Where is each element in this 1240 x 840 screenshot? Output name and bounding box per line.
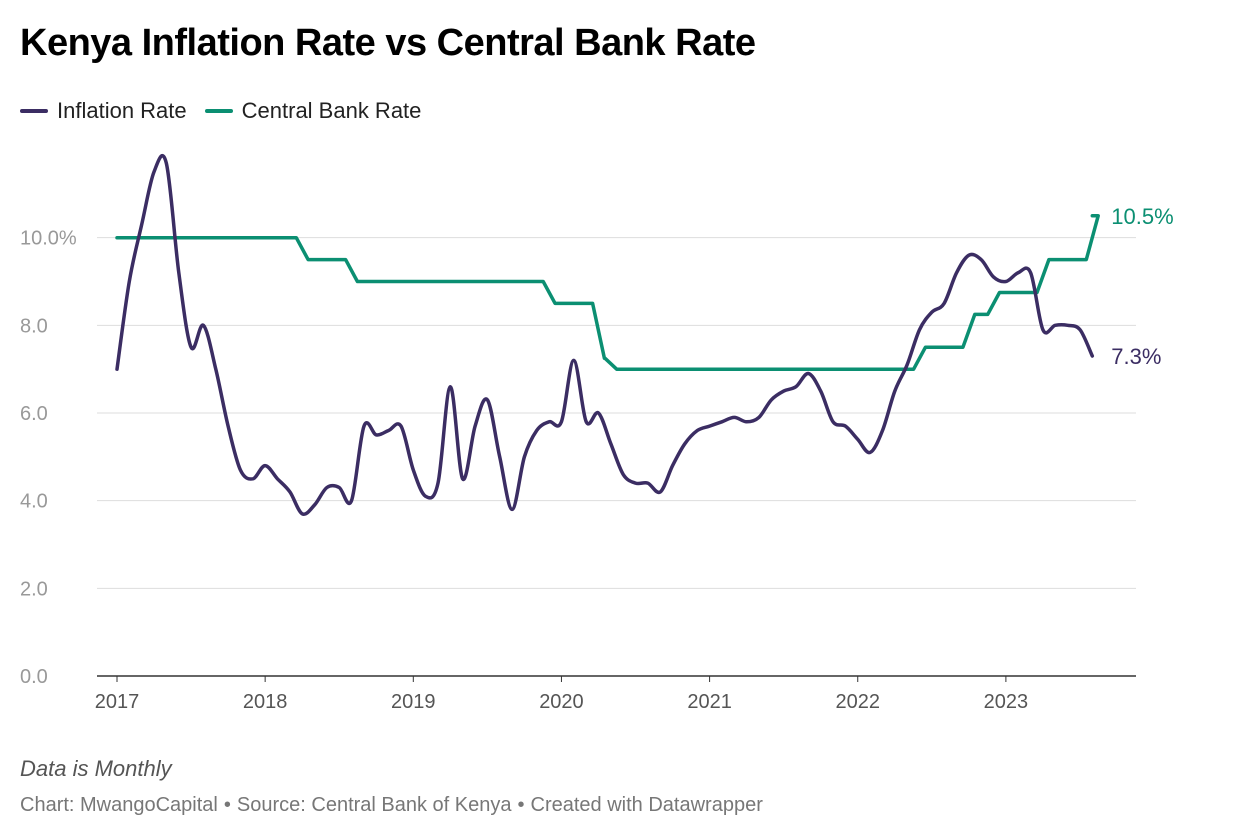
legend-label-inflation: Inflation Rate	[57, 98, 187, 123]
y-tick-label: 8.0	[20, 315, 48, 337]
footer-created-with: Created with Datawrapper	[530, 794, 763, 816]
x-tick-label: 2018	[243, 691, 288, 713]
series-line-inflation-rate	[115, 154, 1095, 516]
legend-item-inflation: Inflation Rate	[20, 98, 187, 124]
footer-separator: •	[517, 794, 525, 816]
x-tick-label: 2023	[984, 691, 1029, 713]
x-tick-label: 2019	[391, 691, 436, 713]
x-tick-label: 2017	[95, 691, 140, 713]
data-note: Data is Monthly	[20, 756, 172, 781]
footer-source: Source: Central Bank of Kenya	[236, 794, 512, 816]
footer: Chart: MwangoCapital • Source: Central Ban…	[20, 794, 763, 817]
x-tick-label: 2021	[687, 691, 732, 713]
legend-item-cbr: Central Bank Rate	[204, 98, 422, 124]
x-tick-label: 2022	[835, 691, 880, 713]
legend: Inflation Rate Central Bank Rate	[20, 98, 439, 124]
y-tick-label: 6.0	[20, 403, 48, 425]
legend-swatch-cbr	[204, 109, 233, 113]
footer-separator: •	[223, 794, 231, 816]
y-tick-label: 0.0	[20, 666, 48, 688]
series-line-central-bank-rate	[115, 214, 1100, 371]
y-tick-label: 4.0	[20, 491, 48, 513]
end-label-central-bank-rate: 10.5%	[1111, 204, 1173, 229]
y-tick-label: 10.0%	[20, 228, 77, 250]
legend-swatch-inflation	[20, 109, 48, 113]
y-tick-label: 2.0	[20, 578, 48, 600]
end-label-inflation-rate: 7.3%	[1111, 344, 1161, 369]
x-tick-label: 2020	[539, 691, 584, 713]
legend-label-cbr: Central Bank Rate	[241, 98, 422, 123]
chart-title: Kenya Inflation Rate vs Central Bank Rat…	[20, 22, 756, 64]
footer-chart-credit: Chart: MwangoCapital	[20, 794, 218, 816]
